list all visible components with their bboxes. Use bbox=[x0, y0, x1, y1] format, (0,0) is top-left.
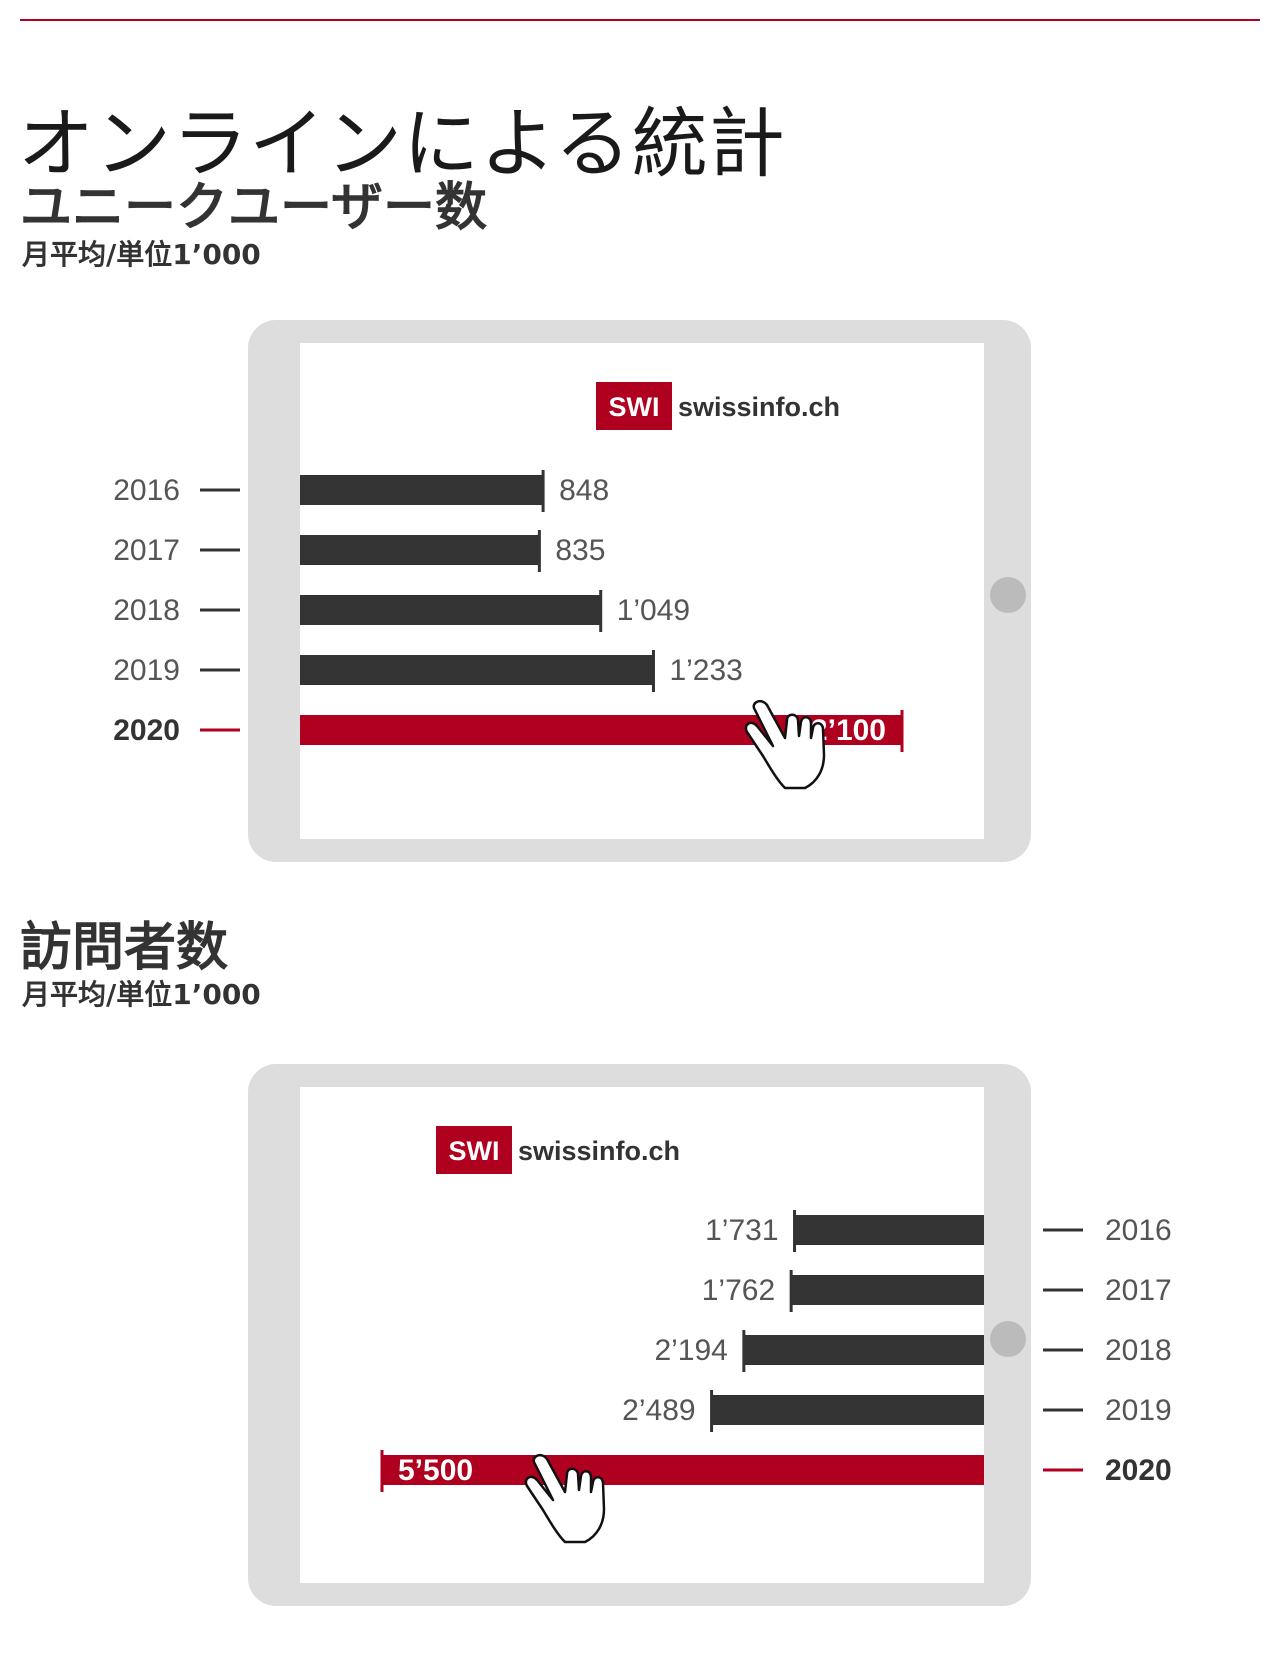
chart1-title: ユニークユーザー数 bbox=[20, 178, 487, 238]
tick-label-2019: 2019 bbox=[113, 654, 180, 687]
data-label-2018: 1’049 bbox=[617, 594, 690, 627]
data-label-2020: 5’500 bbox=[398, 1454, 473, 1487]
chart1-subtitle: 月平均/単位1’000 bbox=[22, 238, 261, 271]
tick-label-2020: 2020 bbox=[113, 714, 180, 747]
data-label-2019: 1’233 bbox=[669, 654, 742, 687]
chart2-subtitle: 月平均/単位1’000 bbox=[22, 978, 261, 1011]
bar-2020 bbox=[382, 1455, 984, 1485]
data-label-2019: 2’489 bbox=[622, 1394, 695, 1427]
data-label-2018: 2’194 bbox=[654, 1334, 727, 1367]
swi-logo-badge bbox=[436, 1126, 512, 1174]
swi-logo-text: swissinfo.ch bbox=[518, 1136, 680, 1166]
data-label-2016: 848 bbox=[559, 474, 609, 507]
pointing-hand-icon bbox=[744, 699, 826, 790]
tick-label-2017: 2017 bbox=[1105, 1274, 1172, 1307]
tick-label-2018: 2018 bbox=[113, 594, 180, 627]
tick-label-2019: 2019 bbox=[1105, 1394, 1172, 1427]
tick-label-2016: 2016 bbox=[1105, 1214, 1172, 1247]
tick-label-2020: 2020 bbox=[1105, 1454, 1172, 1487]
swi-logo: SWI swissinfo.ch bbox=[436, 1126, 680, 1174]
swi-logo-text: swissinfo.ch bbox=[678, 392, 840, 422]
bar-2018 bbox=[743, 1335, 984, 1365]
bar-2016 bbox=[794, 1215, 984, 1245]
bar-2017 bbox=[791, 1275, 984, 1305]
tablet-home-button bbox=[990, 1321, 1026, 1357]
data-label-2017: 835 bbox=[555, 534, 605, 567]
data-label-2016: 1’731 bbox=[705, 1214, 778, 1247]
visitors-chart: SWI swissinfo.ch 2016 1’731 2017 1’762 2018 2… bbox=[248, 1064, 1172, 1606]
bar-2018 bbox=[300, 595, 601, 625]
swi-logo-badge-text: SWI bbox=[609, 392, 660, 422]
bar-2019 bbox=[300, 655, 654, 685]
tick-label-2017: 2017 bbox=[113, 534, 180, 567]
unique-users-chart: SWI swissinfo.ch 2016 848 2017 835 2018 1’049… bbox=[113, 320, 1031, 862]
page-title: オンラインによる統計 bbox=[18, 98, 786, 188]
pointing-hand-icon bbox=[524, 1453, 606, 1544]
swi-logo-badge bbox=[596, 382, 672, 430]
bar-2019 bbox=[711, 1395, 984, 1425]
swi-logo: SWI swissinfo.ch bbox=[596, 382, 840, 430]
bar-2017 bbox=[300, 535, 540, 565]
swi-logo-badge-text: SWI bbox=[449, 1136, 500, 1166]
top-rule bbox=[20, 19, 1260, 21]
chart2-title: 訪問者数 bbox=[20, 918, 229, 978]
tick-label-2018: 2018 bbox=[1105, 1334, 1172, 1367]
tablet-home-button bbox=[990, 577, 1026, 613]
data-label-2017: 1’762 bbox=[702, 1274, 775, 1307]
tick-label-2016: 2016 bbox=[113, 474, 180, 507]
bar-2016 bbox=[300, 475, 544, 505]
